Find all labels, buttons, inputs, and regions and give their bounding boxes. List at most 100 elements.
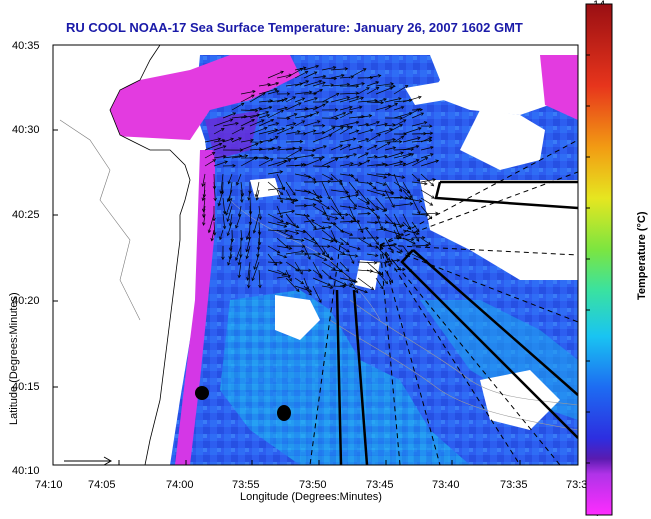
current-vector-head: [387, 172, 392, 177]
current-vector-head: [397, 267, 402, 271]
current-vector: [384, 152, 404, 159]
current-vector-head: [390, 249, 394, 254]
current-vector: [330, 237, 344, 245]
current-vector-head: [334, 239, 338, 244]
current-vector: [420, 179, 436, 183]
current-vector-head: [381, 162, 386, 166]
current-vector: [384, 103, 398, 111]
current-vector: [227, 189, 233, 202]
current-vector-head: [366, 200, 370, 205]
current-vector-head: [403, 132, 408, 136]
current-vector: [213, 221, 216, 236]
current-vector: [312, 205, 327, 215]
current-vector-head: [352, 216, 356, 221]
current-vector-head: [313, 91, 318, 96]
current-vector-head: [399, 124, 403, 128]
current-vector-head: [383, 175, 388, 179]
current-vector: [222, 181, 224, 194]
current-vector-head: [230, 238, 235, 243]
current-vector-head: [389, 128, 394, 132]
current-vector: [312, 221, 325, 230]
current-vector: [240, 109, 258, 112]
current-vector: [384, 259, 400, 263]
current-vector-head: [292, 96, 297, 100]
current-vector-head: [293, 198, 297, 203]
current-vector-head: [279, 261, 283, 265]
current-vector: [312, 103, 326, 111]
current-vector-head: [425, 259, 429, 263]
current-vector: [393, 99, 412, 103]
current-vector: [339, 96, 359, 103]
current-vector-head: [349, 283, 354, 287]
current-vector-head: [365, 122, 370, 127]
current-vector: [393, 153, 412, 159]
y-tick-label: 40:25: [12, 209, 40, 221]
current-vector-head: [328, 225, 332, 229]
current-vector: [285, 221, 299, 228]
current-vector: [366, 181, 377, 190]
colorbar-tick-label: 12: [593, 98, 606, 110]
current-vector-head: [228, 197, 232, 202]
current-vector: [236, 173, 242, 186]
current-vector: [294, 67, 306, 71]
current-vector: [246, 245, 251, 259]
current-vector-head: [346, 155, 350, 159]
current-vector-head: [335, 116, 339, 121]
current-vector: [258, 158, 274, 167]
current-vector: [339, 126, 353, 135]
current-vector: [366, 75, 381, 79]
current-vector: [366, 261, 381, 275]
current-vector-head: [303, 131, 307, 136]
current-vector: [312, 165, 330, 167]
current-vector-head: [254, 108, 259, 113]
current-vector-head: [301, 244, 306, 248]
current-vector-head: [321, 155, 326, 160]
current-vector-head: [352, 278, 356, 283]
current-vector-head: [399, 160, 404, 164]
current-vector: [321, 229, 336, 241]
current-vector-head: [308, 292, 312, 296]
current-vector-head: [384, 280, 389, 285]
current-vector: [267, 221, 287, 228]
colorbar-tick-label: 6: [593, 406, 600, 418]
current-vector-head: [287, 274, 292, 278]
current-vector-head: [395, 235, 399, 240]
current-vector-head: [275, 122, 280, 126]
current-vector-head: [374, 253, 379, 258]
current-vector: [366, 173, 387, 178]
current-vector-head: [307, 190, 312, 194]
current-vector-head: [289, 234, 294, 238]
current-vector-head: [256, 247, 261, 251]
current-vector: [249, 197, 252, 215]
current-vector-head: [385, 260, 389, 264]
current-vector-head: [228, 247, 233, 252]
current-vector: [294, 164, 306, 167]
current-vector-head: [384, 163, 388, 167]
current-vector-head: [221, 256, 225, 261]
x-tick-label: 74:00: [166, 479, 194, 491]
current-vector: [375, 105, 391, 111]
current-vector: [420, 136, 432, 143]
current-vector-head: [321, 130, 326, 135]
current-vector-head: [382, 208, 387, 212]
current-vector-head: [345, 268, 350, 272]
current-vector-head: [296, 288, 300, 293]
current-vector-head: [350, 219, 355, 224]
current-vector: [375, 173, 391, 176]
current-vector-head: [369, 269, 374, 273]
current-vector: [258, 147, 275, 151]
colorbar-tick-label: 7: [593, 356, 600, 368]
current-vector-head: [379, 272, 383, 276]
current-vector: [240, 143, 259, 151]
current-vector-head: [423, 131, 427, 136]
current-vector-head: [430, 153, 434, 157]
current-vector-head: [244, 154, 249, 158]
current-vector: [285, 102, 302, 111]
current-vector: [330, 197, 342, 216]
current-vector-head: [291, 209, 296, 213]
current-vector: [294, 229, 306, 233]
current-vector-head: [423, 121, 428, 125]
current-vector-head: [400, 151, 404, 155]
current-vector: [267, 82, 279, 87]
current-vector: [312, 261, 323, 279]
